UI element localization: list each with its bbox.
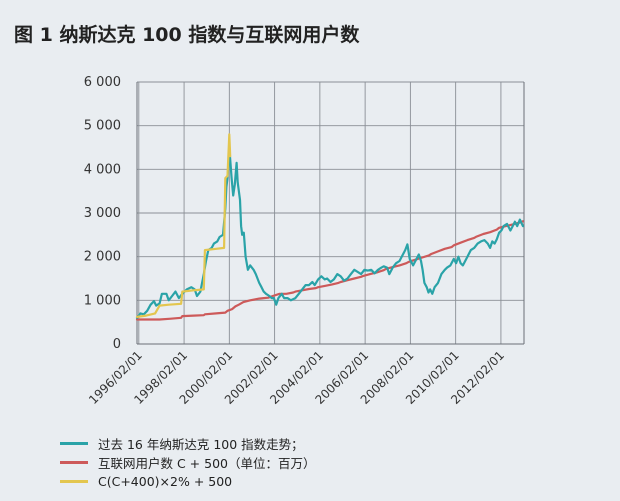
y-tick-label: 6 000 <box>84 75 121 90</box>
legend-item-nasdaq: 过去 16 年纳斯达克 100 指数走势； <box>60 434 315 453</box>
legend-item-formula: C(C+400)×2% + 500 <box>60 472 315 491</box>
grid-lines <box>137 81 524 345</box>
series-line-0 <box>135 153 524 319</box>
legend-label: 互联网用户数 C + 500（单位：百万） <box>98 456 316 471</box>
series-line-2 <box>135 133 232 318</box>
y-tick-label: 3 000 <box>84 206 121 221</box>
legend: 过去 16 年纳斯达克 100 指数走势； 互联网用户数 C + 500（单位：… <box>60 434 315 491</box>
y-tick-label: 5 000 <box>84 119 121 134</box>
legend-swatch <box>60 461 88 464</box>
x-axis-tick-labels: 1996/02/011998/02/012000/02/012002/02/01… <box>86 348 507 407</box>
y-tick-label: 4 000 <box>84 162 121 177</box>
legend-swatch <box>60 442 88 445</box>
y-tick-label: 2 000 <box>84 250 121 265</box>
legend-item-internet-users: 互联网用户数 C + 500（单位：百万） <box>60 453 315 472</box>
legend-label: C(C+400)×2% + 500 <box>98 474 233 489</box>
y-tick-label: 1 000 <box>84 293 121 308</box>
series-line-1 <box>135 220 524 321</box>
chart-title: 图 1 纳斯达克 100 指数与互联网用户数 <box>14 24 360 46</box>
series-lines <box>135 133 524 321</box>
legend-label: 过去 16 年纳斯达克 100 指数走势； <box>98 437 304 452</box>
axes <box>136 82 525 345</box>
y-axis-tick-labels: 0 1 000 2 000 3 000 4 000 5 000 6 000 <box>84 75 121 352</box>
legend-swatch <box>60 480 88 483</box>
y-tick-label: 0 <box>113 337 121 352</box>
